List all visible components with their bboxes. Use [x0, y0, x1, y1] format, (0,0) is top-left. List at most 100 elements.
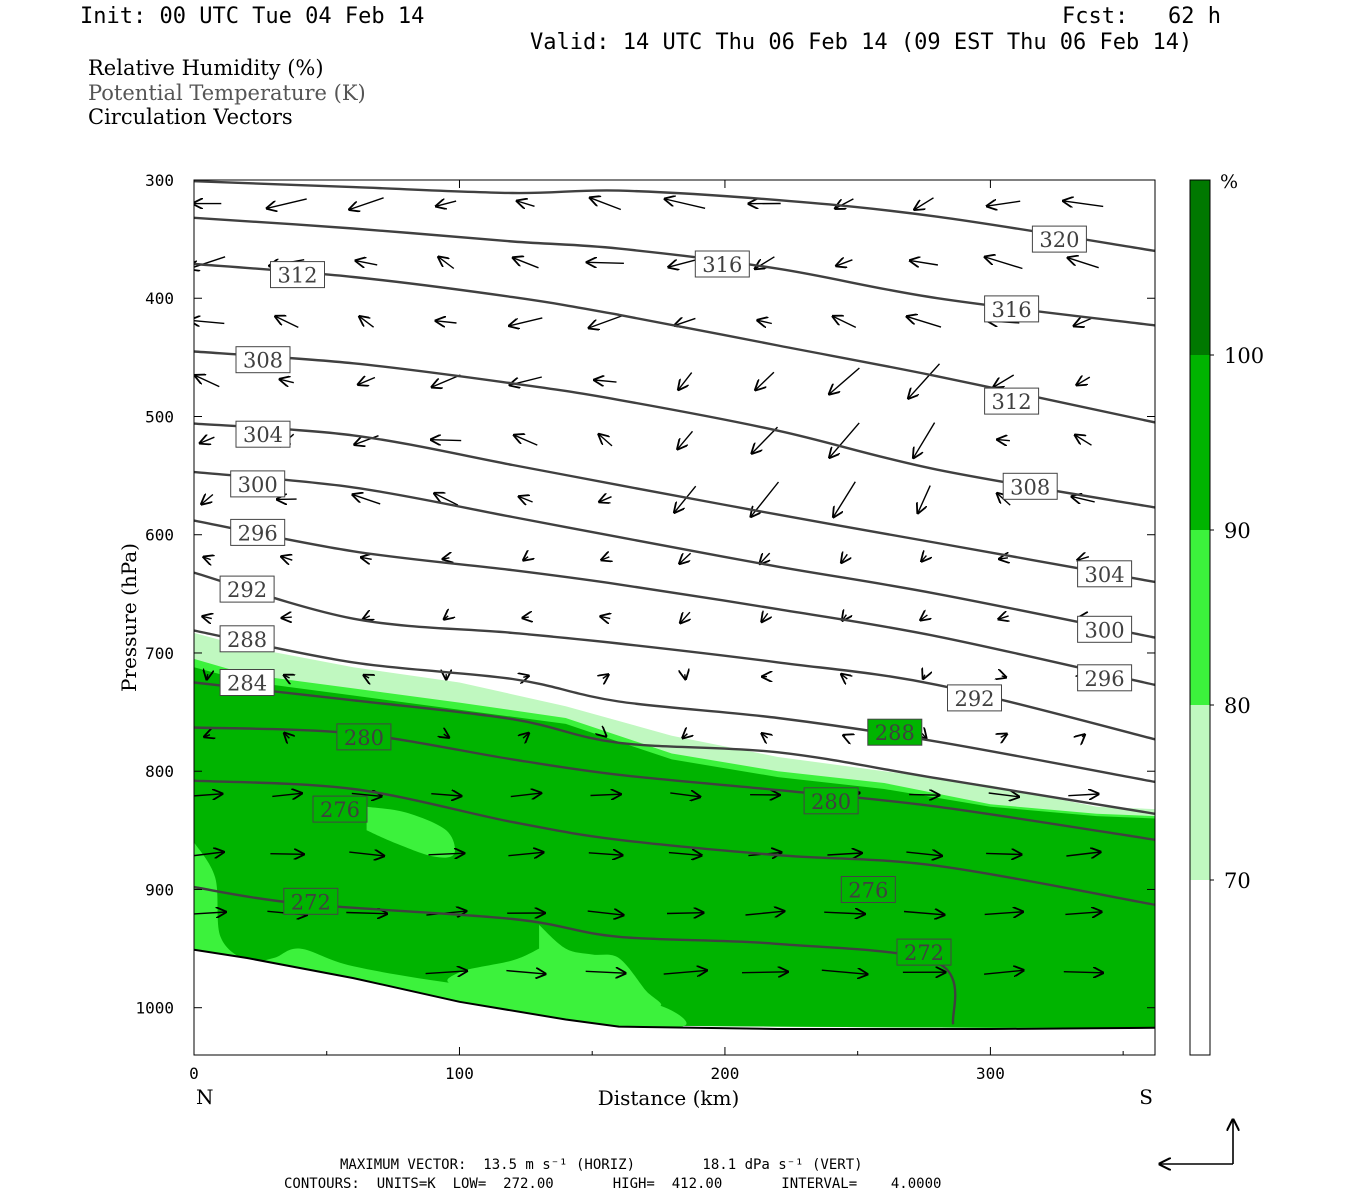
- circulation-vector: [984, 912, 1023, 915]
- x-tick-label: 100: [445, 1064, 474, 1083]
- theta-label-288: 288: [219, 625, 275, 653]
- circulation-vector: [194, 912, 226, 914]
- theta-contour-304: [194, 422, 1155, 584]
- circulation-vector: [513, 258, 539, 269]
- y-tick-label: 400: [145, 289, 174, 308]
- contour-info: CONTOURS: UNITS=K LOW= 272.00 HIGH= 412.…: [284, 1176, 942, 1192]
- circulation-vector: [1000, 558, 1008, 559]
- circulation-vector: [1078, 557, 1090, 560]
- theta-label-box: [219, 575, 275, 603]
- circulation-vector: [842, 554, 848, 562]
- theta-label-box: [230, 470, 286, 498]
- theta-label-text: 296: [238, 521, 278, 545]
- circulation-vector: [741, 972, 788, 973]
- circulation-vector: [364, 675, 369, 678]
- circulation-vector: [587, 262, 624, 263]
- rh-80-pocket-1: [447, 924, 662, 1008]
- theta-contour-312: [194, 262, 1155, 424]
- theta-label-box: [984, 295, 1040, 323]
- rh-80-pocket-2: [366, 806, 456, 858]
- y-tick-label: 700: [145, 644, 174, 663]
- x-tick-label: 300: [976, 1064, 1005, 1083]
- circulation-vector: [203, 616, 212, 618]
- circulation-vector: [1072, 497, 1095, 502]
- circulation-vector: [276, 316, 299, 329]
- theta-label-284: 284: [219, 669, 275, 696]
- circulation-vector: [1066, 852, 1100, 856]
- circulation-vector: [910, 261, 939, 265]
- circulation-vector: [588, 853, 622, 855]
- y-tick-label: 600: [145, 526, 174, 545]
- circulation-vector: [680, 552, 692, 563]
- circulation-vector: [436, 321, 457, 323]
- theta-label-316: 316: [694, 250, 750, 278]
- circulation-vector: [685, 674, 686, 679]
- circulation-vector: [752, 426, 779, 453]
- theta-label-box: [867, 718, 923, 746]
- circulation-vector: [524, 557, 529, 560]
- colorbar-segment: [1190, 355, 1210, 530]
- circulation-vector: [587, 911, 624, 915]
- circulation-vector: [282, 557, 293, 561]
- circulation-vector: [280, 379, 294, 382]
- circulation-vector: [987, 201, 1021, 206]
- circulation-vector: [842, 674, 848, 679]
- circulation-vector: [523, 676, 528, 677]
- theta-label-box: [219, 669, 275, 696]
- circulation-vector: [834, 481, 856, 517]
- circulation-vector: [675, 318, 696, 325]
- theta-label-text: 292: [227, 578, 267, 602]
- theta-label-box: [1002, 472, 1058, 500]
- circulation-vector: [595, 380, 617, 382]
- circulation-vector: [509, 317, 543, 326]
- colorbar: 70 80 90 100%: [1189, 171, 1264, 1056]
- theta-label-text: 300: [238, 473, 278, 497]
- theta-label-text: 292: [954, 687, 994, 711]
- circulation-vector: [833, 316, 857, 329]
- circulation-vector: [205, 735, 211, 737]
- circulation-vector: [284, 733, 289, 738]
- axes-layer: 300 400 500 600 700 800 900 1000 0 100 200 300 N S Dis…: [117, 171, 1155, 1110]
- circulation-vector: [1002, 676, 1006, 677]
- theta-contour-320: [194, 180, 1155, 253]
- rh-90-pocket-0: [225, 889, 261, 943]
- y-axis-label: Pressure (hPa): [117, 543, 141, 692]
- theta-label-box: [694, 250, 750, 278]
- circulation-vector: [272, 793, 301, 796]
- south-label: S: [1139, 1085, 1153, 1109]
- circulation-vector: [988, 793, 1019, 797]
- circulation-vector: [350, 197, 384, 210]
- circulation-vector: [351, 793, 382, 796]
- circulation-vector: [284, 675, 289, 678]
- circulation-vector: [435, 493, 459, 506]
- theta-label-308: 308: [235, 346, 291, 374]
- circulation-vector: [678, 430, 694, 449]
- circulation-vector: [194, 256, 226, 269]
- circulation-vector: [903, 912, 944, 915]
- rh-80-pocket-0: [194, 842, 687, 1029]
- field-vectors: Circulation Vectors: [88, 105, 293, 129]
- theta-label-box: [235, 420, 291, 448]
- circulation-vector: [1068, 258, 1099, 269]
- circulation-vector: [508, 852, 543, 855]
- forecast-hour: Fcst: 62 h: [1062, 4, 1221, 29]
- theta-label-text: 308: [243, 349, 283, 373]
- circulation-vector: [436, 201, 457, 206]
- theta-label-box: [1077, 560, 1133, 588]
- circulation-vector: [599, 434, 613, 447]
- circulation-vector: [194, 852, 223, 856]
- circulation-vector: [431, 794, 461, 796]
- theta-label-316: 316: [984, 295, 1040, 323]
- rh-fill-layer: [194, 632, 1155, 1055]
- plot-frame: [193, 179, 1156, 1056]
- theta-contour-300: [194, 470, 1155, 639]
- circulation-vector: [663, 970, 707, 974]
- theta-label-box: [270, 261, 325, 289]
- circulation-vector: [282, 617, 292, 618]
- theta-label-292: 292: [219, 575, 275, 603]
- circulation-vector: [200, 437, 215, 443]
- circulation-vector: [914, 422, 936, 458]
- circulation-vector: [1001, 734, 1007, 737]
- circulation-vector: [675, 485, 697, 512]
- circulation-vector: [431, 440, 462, 441]
